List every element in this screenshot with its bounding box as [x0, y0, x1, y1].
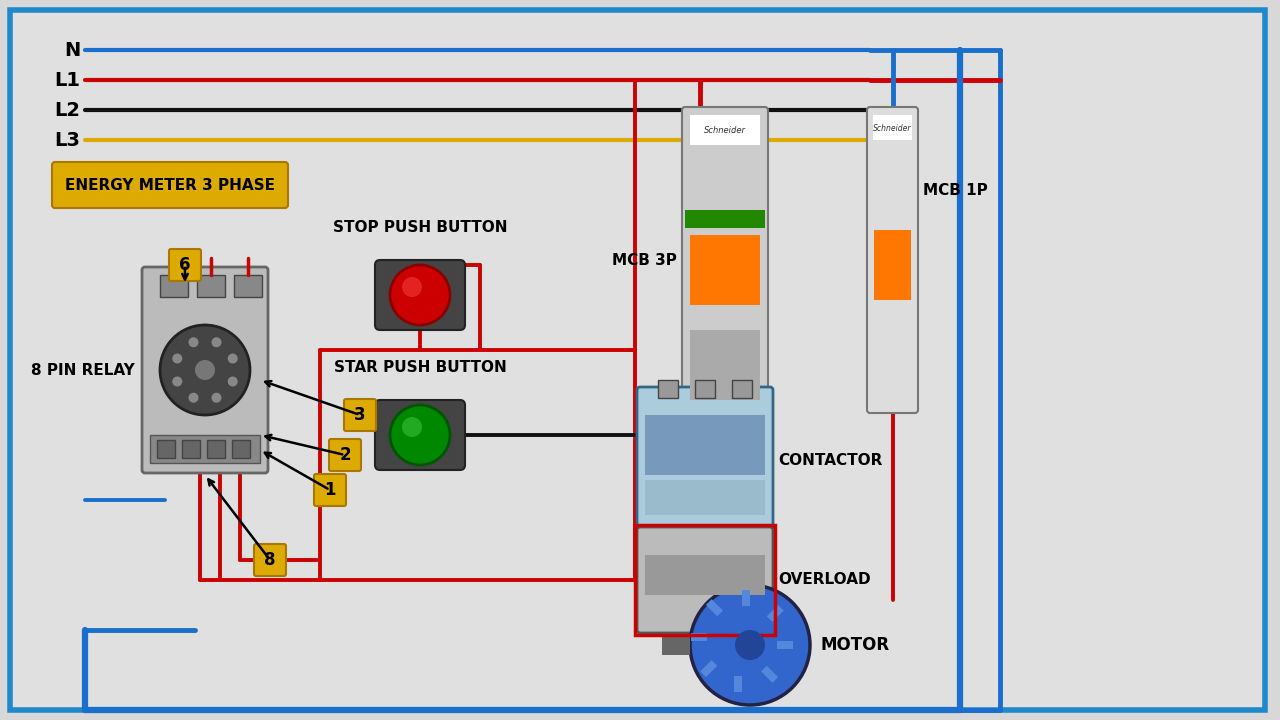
Bar	[742, 590, 750, 606]
Bar	[690, 235, 760, 305]
Bar	[767, 605, 783, 622]
Circle shape	[402, 277, 422, 297]
FancyBboxPatch shape	[375, 260, 465, 330]
Text: CONTACTOR: CONTACTOR	[778, 452, 882, 467]
Bar	[874, 230, 911, 300]
Text: 8: 8	[264, 551, 275, 569]
Text: Schneider: Schneider	[704, 125, 746, 135]
Bar	[197, 275, 225, 297]
FancyBboxPatch shape	[314, 474, 346, 506]
FancyBboxPatch shape	[169, 249, 201, 281]
FancyBboxPatch shape	[637, 387, 773, 533]
Bar	[690, 330, 760, 400]
Bar	[732, 380, 753, 398]
Bar	[645, 480, 765, 515]
FancyBboxPatch shape	[52, 162, 288, 208]
Text: ENERGY METER 3 PHASE: ENERGY METER 3 PHASE	[65, 178, 275, 192]
Circle shape	[188, 392, 198, 402]
Text: L3: L3	[54, 130, 79, 150]
Text: L1: L1	[54, 71, 79, 89]
Text: MCB 1P: MCB 1P	[923, 182, 988, 197]
Circle shape	[390, 265, 451, 325]
Bar	[691, 633, 707, 641]
Text: 8 PIN RELAY: 8 PIN RELAY	[31, 362, 134, 377]
Bar	[232, 440, 250, 458]
Bar	[234, 275, 262, 297]
FancyBboxPatch shape	[329, 439, 361, 471]
Circle shape	[228, 377, 238, 387]
FancyBboxPatch shape	[142, 267, 268, 473]
Circle shape	[160, 325, 250, 415]
Circle shape	[188, 337, 198, 347]
Bar	[157, 440, 175, 458]
Text: STAR PUSH BUTTON: STAR PUSH BUTTON	[334, 360, 507, 375]
Text: L2: L2	[54, 101, 79, 120]
Bar	[662, 635, 690, 655]
Text: Schneider: Schneider	[873, 124, 911, 132]
Bar	[635, 525, 774, 635]
Text: MCB 3P: MCB 3P	[612, 253, 677, 268]
Text: STOP PUSH BUTTON: STOP PUSH BUTTON	[333, 220, 507, 235]
Text: 1: 1	[324, 481, 335, 499]
Bar	[150, 435, 260, 463]
Bar	[207, 440, 225, 458]
Bar	[182, 440, 200, 458]
Bar	[645, 415, 765, 475]
Bar	[762, 666, 778, 683]
Circle shape	[402, 417, 422, 437]
Circle shape	[228, 354, 238, 364]
Bar	[695, 380, 716, 398]
FancyBboxPatch shape	[867, 107, 918, 413]
Text: OVERLOAD: OVERLOAD	[778, 572, 870, 588]
Circle shape	[195, 360, 215, 380]
Text: N: N	[64, 40, 79, 60]
Bar	[685, 210, 765, 228]
FancyBboxPatch shape	[375, 400, 465, 470]
FancyBboxPatch shape	[637, 527, 773, 633]
Text: 6: 6	[179, 256, 191, 274]
FancyBboxPatch shape	[682, 107, 768, 413]
Circle shape	[211, 337, 221, 347]
Bar	[777, 641, 794, 649]
Bar	[645, 555, 765, 595]
Bar	[700, 660, 717, 677]
Circle shape	[735, 630, 765, 660]
Circle shape	[390, 405, 451, 465]
Circle shape	[173, 354, 182, 364]
Circle shape	[690, 585, 810, 705]
Text: MOTOR: MOTOR	[820, 636, 890, 654]
FancyBboxPatch shape	[253, 544, 285, 576]
Circle shape	[173, 377, 182, 387]
Text: 3: 3	[355, 406, 366, 424]
Circle shape	[211, 392, 221, 402]
Bar	[160, 275, 188, 297]
Bar	[873, 115, 911, 140]
Bar	[733, 676, 742, 692]
Text: 2: 2	[339, 446, 351, 464]
Bar	[658, 380, 678, 398]
FancyBboxPatch shape	[344, 399, 376, 431]
Bar	[707, 599, 723, 616]
Bar	[690, 115, 760, 145]
